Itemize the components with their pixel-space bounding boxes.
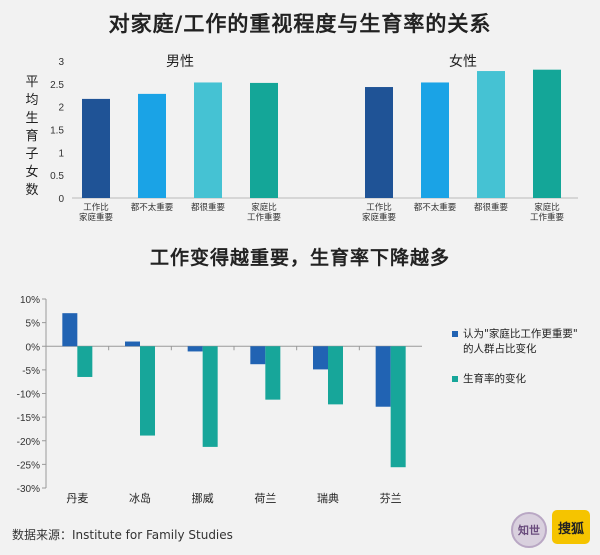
chart2-xtick-label: 荷兰 [254,492,276,505]
chart2-ytick-label: -30% [17,484,40,495]
chart1-bar [365,87,393,198]
chart2-bar [202,346,218,447]
chart1-xtick-label: 工作比 [83,202,109,213]
chart1-ytick-label: 0.5 [50,171,64,182]
chart1-xtick-label: 家庭比 [534,202,560,213]
chart2-legend-swatch [452,331,458,337]
chart1-ylabel: 平均生育子女数 [25,75,39,198]
chart1-ytick-label: 1.5 [50,126,64,137]
chart1-xtick-label: 工作重要 [530,212,565,223]
chart1-xtick-label: 都不太重要 [131,202,174,213]
chart1-bar [477,71,505,198]
chart1-xtick-label: 家庭重要 [362,212,397,223]
chart2-bar [375,346,391,407]
zhishi-logo-icon: 知世 [511,512,547,548]
chart1-xtick-label: 都很重要 [474,202,509,213]
chart2-xtick-label: 瑞典 [317,491,339,505]
chart1-xtick-label: 工作比 [366,202,392,213]
chart1-bar [533,69,561,198]
chart2-bar [265,346,281,400]
chart2-ytick-label: -20% [17,437,40,448]
chart1-bar [138,93,166,198]
chart2-bar [328,346,343,405]
chart1-xtick-label: 工作重要 [247,212,282,223]
chart1-xtick-label: 都不太重要 [414,202,457,213]
chart2-ytick-label: -10% [17,390,40,401]
chart2-ytick-label: -5% [22,366,40,377]
chart2-title: 工作变得越重要，生育率下降越多 [149,247,450,269]
chart2-legend-swatch [452,376,458,382]
chart1-bar [82,98,110,198]
sohu-logo-icon: 搜狐 [552,510,590,544]
chart2-legend-label: 认为"家庭比工作更重要" [463,327,578,340]
chart2-ytick-label: 0% [26,342,41,353]
chart2-bar [140,346,155,436]
chart2-bar [313,346,328,370]
chart1-bar [250,82,278,198]
chart1-ytick-label: 2 [58,103,64,114]
chart1-ytick-label: 3 [58,57,64,68]
source-note: 数据来源：Institute for Family Studies [12,528,233,542]
chart1-bar [194,82,222,198]
chart1-ytick-label: 2.5 [50,80,64,91]
chart2-xtick-label: 丹麦 [66,492,88,505]
chart2-ytick-label: 5% [26,319,41,330]
chart1-ytick-label: 0 [58,194,64,205]
chart1-bar [421,82,449,198]
chart1-title: 对家庭/工作的重视程度与生育率的关系 [108,12,492,36]
chart2-ytick-label: -25% [17,460,40,471]
chart2-legend-label: 生育率的变化 [463,372,526,385]
chart2-legend-label: 的人群占比变化 [463,342,537,355]
chart1-xtick-label: 家庭比 [251,202,277,213]
chart2-xtick-label: 芬兰 [380,492,402,505]
chart1-xtick-label: 都很重要 [191,202,226,213]
chart2-bar [77,346,93,377]
chart1-ytick-label: 1 [58,148,64,159]
chart2-bar [125,341,140,347]
chart2-ytick-label: 10% [20,295,40,306]
chart1-group-label: 男性 [166,54,194,70]
chart2-ytick-label: -15% [17,413,40,424]
chart2-bar [62,313,78,347]
chart2-xtick-label: 挪威 [192,491,214,505]
chart2-bar [250,346,266,365]
chart2-bar [390,346,406,468]
chart2-bar [187,346,203,352]
chart1-group-label: 女性 [449,53,477,70]
chart1-xtick-label: 家庭重要 [79,212,114,223]
chart2-xtick-label: 冰岛 [129,491,151,505]
